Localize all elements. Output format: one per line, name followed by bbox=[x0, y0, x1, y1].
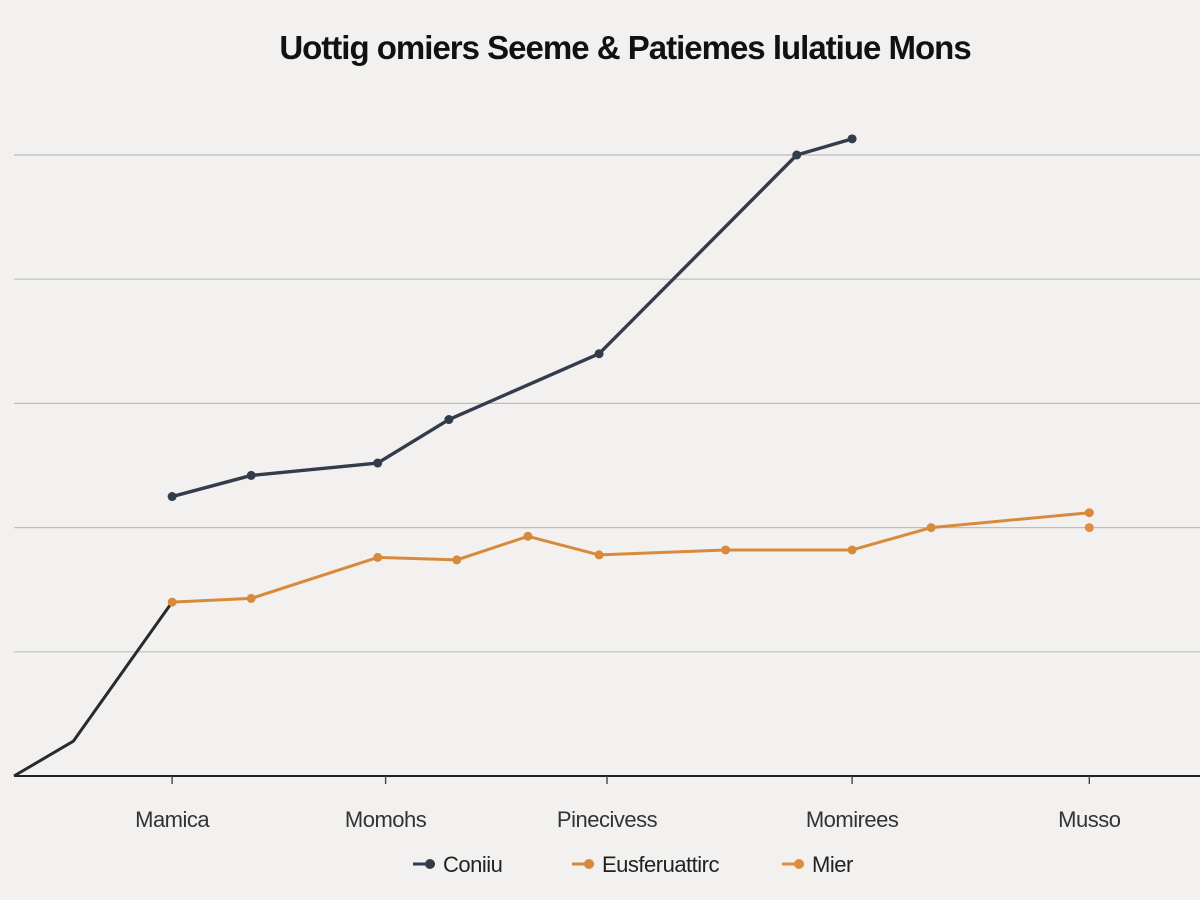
data-point bbox=[246, 593, 256, 603]
data-point bbox=[847, 134, 857, 144]
data-point bbox=[523, 531, 533, 541]
legend-label: Mier bbox=[812, 852, 853, 877]
chart-title: Uottig omiers Seeme & Patiemes lulatiue … bbox=[279, 29, 970, 66]
data-point bbox=[246, 470, 256, 480]
x-tick-label: Momohs bbox=[345, 807, 427, 832]
data-point bbox=[594, 550, 604, 560]
data-point bbox=[373, 458, 383, 468]
x-tick-label: Momirees bbox=[806, 807, 899, 832]
x-tick-label: Mamica bbox=[135, 807, 210, 832]
data-point bbox=[373, 552, 383, 562]
x-tick-label: Pinecivess bbox=[557, 807, 658, 832]
legend-marker bbox=[425, 859, 435, 869]
legend-label: Coniiu bbox=[443, 852, 502, 877]
data-point bbox=[847, 545, 857, 555]
data-point bbox=[792, 150, 802, 160]
series-line bbox=[172, 511, 1090, 604]
data-point bbox=[926, 523, 936, 533]
x-axis bbox=[14, 775, 1200, 784]
gridlines bbox=[14, 154, 1200, 653]
data-point bbox=[452, 555, 462, 565]
data-point bbox=[444, 415, 454, 425]
data-point bbox=[721, 545, 731, 555]
lead-in-line bbox=[13, 601, 174, 778]
data-point bbox=[1084, 508, 1094, 518]
legend-marker bbox=[584, 859, 594, 869]
data-point bbox=[594, 349, 604, 359]
legend: Coniiu Eusferuattirc Mier bbox=[413, 852, 853, 877]
data-point bbox=[167, 597, 177, 607]
legend-marker bbox=[794, 859, 804, 869]
data-point bbox=[167, 492, 177, 502]
x-tick-labels: Mamica Momohs Pinecivess Momirees Musso bbox=[135, 807, 1121, 832]
data-point bbox=[1084, 523, 1094, 533]
legend-label: Eusferuattirc bbox=[602, 852, 719, 877]
series-lines bbox=[13, 134, 1094, 778]
x-tick-label: Musso bbox=[1058, 807, 1121, 832]
